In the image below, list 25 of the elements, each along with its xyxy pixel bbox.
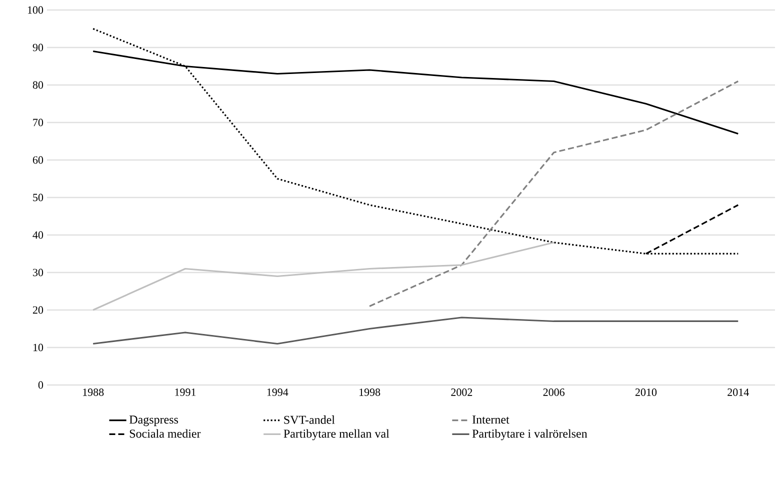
y-tick-label: 30 [33, 268, 44, 276]
x-tick-label: 2014 [728, 388, 749, 396]
x-tick-label: 1994 [267, 388, 288, 396]
legend-label: Dagspress [129, 416, 178, 426]
y-tick-label: 50 [33, 194, 44, 202]
legend-label: Sociala medier [130, 429, 201, 438]
x-tick-label: 2010 [635, 388, 657, 396]
x-tick-label: 1991 [175, 388, 196, 396]
legend-label: Partibytare i valrörelsen [472, 429, 588, 440]
x-tick-label: 2006 [543, 388, 565, 396]
y-tick-label: 20 [32, 306, 44, 314]
y-tick-label: 80 [32, 81, 44, 89]
x-tick-label: 1998 [360, 388, 380, 396]
y-tick-label: 60 [32, 156, 44, 164]
y-tick-label: 70 [33, 118, 44, 126]
x-tick-label: 1988 [83, 388, 104, 396]
y-tick-label: 0 [38, 381, 44, 389]
y-tick-label: 40 [32, 231, 44, 239]
legend-label: SVT-andel [284, 415, 335, 424]
y-tick-label: 10 [33, 344, 44, 352]
x-tick-label: 2002 [451, 388, 472, 396]
y-tick-label: 90 [32, 44, 44, 52]
legend-label: Internet [472, 416, 510, 424]
y-tick-label: 100 [28, 6, 44, 14]
legend-label: Partibytare mellan val [284, 429, 390, 440]
